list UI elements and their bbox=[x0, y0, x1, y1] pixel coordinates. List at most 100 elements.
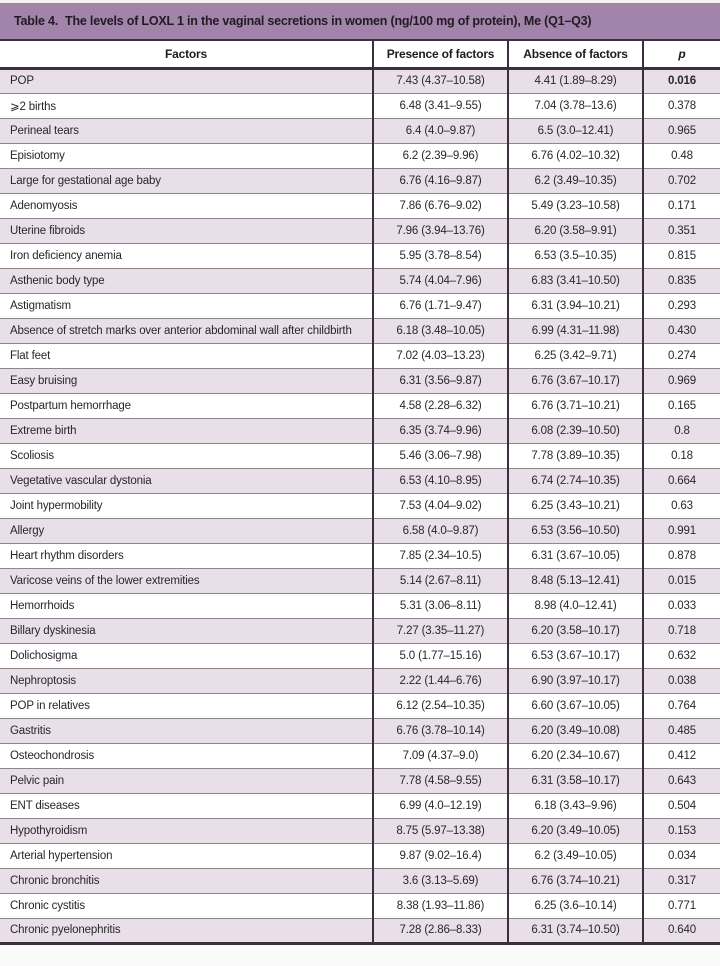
table-row: Arterial hypertension 9.87 (9.02–16.4) 6.2… bbox=[0, 843, 720, 869]
presence-cell: 7.86 (6.76–9.02) bbox=[373, 193, 509, 219]
absence-cell: 6.31 (3.74–10.50) bbox=[508, 918, 644, 945]
loxl1-levels-table: Factors Presence of factors Absence of f… bbox=[0, 41, 720, 945]
factor-cell: ⩾2 births bbox=[0, 93, 374, 119]
table-figure-page: Table 4. The levels of LOXL 1 in the vagi… bbox=[0, 3, 720, 966]
factor-cell: Chronic cystitis bbox=[0, 893, 374, 919]
factor-cell: Postpartum hemorrhage bbox=[0, 393, 374, 419]
factor-cell: Absence of stretch marks over anterior a… bbox=[0, 318, 374, 344]
absence-cell: 8.98 (4.0–12.41) bbox=[508, 593, 644, 619]
presence-cell: 7.27 (3.35–11.27) bbox=[373, 618, 509, 644]
p-value-cell: 0.771 bbox=[643, 893, 720, 919]
table-row: Chronic bronchitis 3.6 (3.13–5.69) 6.76 (3… bbox=[0, 868, 720, 894]
presence-cell: 7.02 (4.03–13.23) bbox=[373, 343, 509, 369]
p-value-cell: 0.016 bbox=[643, 68, 720, 94]
p-value-cell: 0.643 bbox=[643, 768, 720, 794]
p-value-cell: 0.815 bbox=[643, 243, 720, 269]
factor-cell: POP bbox=[0, 68, 374, 94]
absence-cell: 6.53 (3.67–10.17) bbox=[508, 643, 644, 669]
presence-cell: 5.31 (3.06–8.11) bbox=[373, 593, 509, 619]
table-title: The levels of LOXL 1 in the vaginal secr… bbox=[65, 14, 592, 28]
table-row: Iron deficiency anemia 5.95 (3.78–8.54) 6.… bbox=[0, 243, 720, 269]
p-value-cell: 0.015 bbox=[643, 568, 720, 594]
table-row: Adenomyosis 7.86 (6.76–9.02) 5.49 (3.23–10… bbox=[0, 193, 720, 219]
presence-cell: 6.35 (3.74–9.96) bbox=[373, 418, 509, 444]
p-value-cell: 0.8 bbox=[643, 418, 720, 444]
presence-cell: 7.78 (4.58–9.55) bbox=[373, 768, 509, 794]
presence-cell: 9.87 (9.02–16.4) bbox=[373, 843, 509, 869]
table-row: POP in relatives 6.12 (2.54–10.35) 6.60 (3… bbox=[0, 693, 720, 719]
factor-cell: Vegetative vascular dystonia bbox=[0, 468, 374, 494]
presence-cell: 4.58 (2.28–6.32) bbox=[373, 393, 509, 419]
p-value-cell: 0.991 bbox=[643, 518, 720, 544]
p-value-cell: 0.640 bbox=[643, 918, 720, 945]
p-value-cell: 0.632 bbox=[643, 643, 720, 669]
factor-cell: Iron deficiency anemia bbox=[0, 243, 374, 269]
table-row: Joint hypermobility 7.53 (4.04–9.02) 6.25 … bbox=[0, 493, 720, 519]
factor-cell: ENT diseases bbox=[0, 793, 374, 819]
presence-cell: 6.31 (3.56–9.87) bbox=[373, 368, 509, 394]
table-title-bar: Table 4. The levels of LOXL 1 in the vagi… bbox=[0, 3, 720, 41]
absence-cell: 6.25 (3.6–10.14) bbox=[508, 893, 644, 919]
factor-cell: Hypothyroidism bbox=[0, 818, 374, 844]
absence-cell: 6.53 (3.56–10.50) bbox=[508, 518, 644, 544]
absence-cell: 6.99 (4.31–11.98) bbox=[508, 318, 644, 344]
factor-cell: Nephroptosis bbox=[0, 668, 374, 694]
presence-cell: 2.22 (1.44–6.76) bbox=[373, 668, 509, 694]
table-row: Postpartum hemorrhage 4.58 (2.28–6.32) 6.7… bbox=[0, 393, 720, 419]
table-header-row: Factors Presence of factors Absence of f… bbox=[0, 41, 720, 70]
presence-cell: 6.99 (4.0–12.19) bbox=[373, 793, 509, 819]
p-value-cell: 0.171 bbox=[643, 193, 720, 219]
factor-cell: Extreme birth bbox=[0, 418, 374, 444]
absence-cell: 6.76 (3.67–10.17) bbox=[508, 368, 644, 394]
factor-cell: Hemorrhoids bbox=[0, 593, 374, 619]
absence-cell: 6.76 (4.02–10.32) bbox=[508, 143, 644, 169]
presence-cell: 6.2 (2.39–9.96) bbox=[373, 143, 509, 169]
factor-cell: Perineal tears bbox=[0, 118, 374, 144]
absence-cell: 6.25 (3.43–10.21) bbox=[508, 493, 644, 519]
p-value-cell: 0.351 bbox=[643, 218, 720, 244]
factor-cell: Arterial hypertension bbox=[0, 843, 374, 869]
p-value-cell: 0.165 bbox=[643, 393, 720, 419]
factor-cell: Episiotomy bbox=[0, 143, 374, 169]
table-row: Osteochondrosis 7.09 (4.37–9.0) 6.20 (2.34… bbox=[0, 743, 720, 769]
p-value-cell: 0.878 bbox=[643, 543, 720, 569]
absence-cell: 6.53 (3.5–10.35) bbox=[508, 243, 644, 269]
absence-cell: 6.60 (3.67–10.05) bbox=[508, 693, 644, 719]
table-row: Hemorrhoids 5.31 (3.06–8.11) 8.98 (4.0–12.… bbox=[0, 593, 720, 619]
p-value-cell: 0.969 bbox=[643, 368, 720, 394]
table-row: Large for gestational age baby 6.76 (4.16… bbox=[0, 168, 720, 194]
presence-cell: 8.38 (1.93–11.86) bbox=[373, 893, 509, 919]
table-row: Nephroptosis 2.22 (1.44–6.76) 6.90 (3.97–1… bbox=[0, 668, 720, 694]
table-row: Hypothyroidism 8.75 (5.97–13.38) 6.20 (3.4… bbox=[0, 818, 720, 844]
table-row: Uterine fibroids 7.96 (3.94–13.76) 6.20 (3… bbox=[0, 218, 720, 244]
p-value-cell: 0.153 bbox=[643, 818, 720, 844]
absence-cell: 6.31 (3.58–10.17) bbox=[508, 768, 644, 794]
factor-cell: Pelvic pain bbox=[0, 768, 374, 794]
table-row: Vegetative vascular dystonia 6.53 (4.10–8… bbox=[0, 468, 720, 494]
absence-cell: 6.2 (3.49–10.05) bbox=[508, 843, 644, 869]
absence-cell: 7.78 (3.89–10.35) bbox=[508, 443, 644, 469]
factor-cell: Scoliosis bbox=[0, 443, 374, 469]
factor-cell: Asthenic body type bbox=[0, 268, 374, 294]
absence-cell: 6.25 (3.42–9.71) bbox=[508, 343, 644, 369]
table-number-label: Table 4. bbox=[14, 14, 59, 28]
absence-cell: 6.5 (3.0–12.41) bbox=[508, 118, 644, 144]
absence-cell: 6.2 (3.49–10.35) bbox=[508, 168, 644, 194]
table-row: Dolichosigma 5.0 (1.77–15.16) 6.53 (3.67–1… bbox=[0, 643, 720, 669]
table-body: POP 7.43 (4.37–10.58) 4.41 (1.89–8.29) 0.01… bbox=[0, 68, 720, 945]
p-value-cell: 0.764 bbox=[643, 693, 720, 719]
factor-cell: Varicose veins of the lower extremities bbox=[0, 568, 374, 594]
table-row: Billary dyskinesia 7.27 (3.35–11.27) 6.20 … bbox=[0, 618, 720, 644]
p-value-cell: 0.718 bbox=[643, 618, 720, 644]
factor-cell: POP in relatives bbox=[0, 693, 374, 719]
p-value-cell: 0.965 bbox=[643, 118, 720, 144]
p-value-cell: 0.702 bbox=[643, 168, 720, 194]
table-row: Gastritis 6.76 (3.78–10.14) 6.20 (3.49–10.… bbox=[0, 718, 720, 744]
column-header-p-value: p bbox=[643, 41, 720, 70]
p-value-cell: 0.412 bbox=[643, 743, 720, 769]
presence-cell: 5.14 (2.67–8.11) bbox=[373, 568, 509, 594]
factor-cell: Billary dyskinesia bbox=[0, 618, 374, 644]
presence-cell: 6.53 (4.10–8.95) bbox=[373, 468, 509, 494]
absence-cell: 6.20 (3.58–10.17) bbox=[508, 618, 644, 644]
absence-cell: 7.04 (3.78–13.6) bbox=[508, 93, 644, 119]
